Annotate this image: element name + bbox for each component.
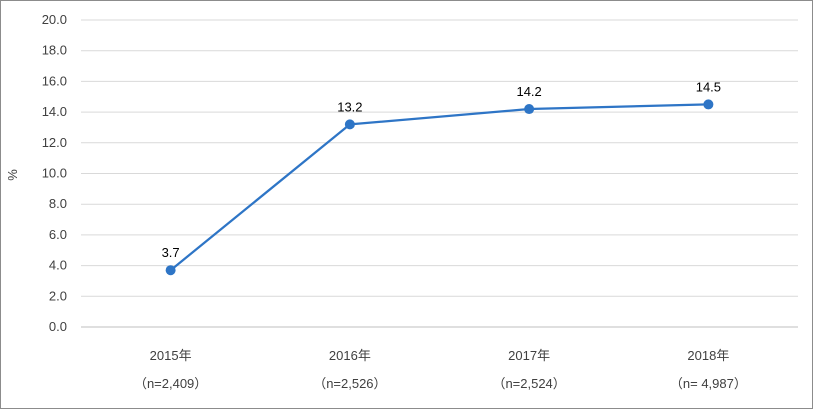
x-tick-note: （n=2,409）: [134, 376, 207, 391]
x-axis-ticks: 2015年 （n=2,409） 2016年 （n=2,526） 2017年 （n=2,52…: [134, 348, 747, 391]
data-label: 14.2: [516, 84, 541, 99]
y-tick-label: 0.0: [49, 319, 67, 334]
gridlines: [81, 19, 798, 328]
y-tick-label: 2.0: [49, 288, 67, 303]
y-tick-label: 4.0: [49, 258, 67, 273]
y-tick-label: 14.0: [42, 104, 67, 119]
y-tick-label: 16.0: [42, 73, 67, 88]
data-label: 3.7: [162, 245, 180, 260]
y-axis-ticks: 0.0 2.0 4.0 6.0 8.0 10.0 12.0 14.0 16.0 18.0 20.0: [42, 12, 67, 334]
data-label: 14.5: [696, 79, 721, 94]
data-labels: 3.7 13.2 14.2 14.5: [162, 79, 721, 260]
data-point-marker: [344, 119, 355, 130]
data-point-marker: [703, 99, 714, 110]
y-tick-label: 6.0: [49, 227, 67, 242]
y-tick-label: 18.0: [42, 43, 67, 58]
data-point-marker: [524, 104, 535, 115]
y-axis-label: %: [5, 169, 20, 181]
x-tick-label: 2015年: [150, 348, 192, 363]
x-tick-label: 2016年: [329, 348, 371, 363]
y-tick-label: 20.0: [42, 12, 67, 27]
x-tick-label: 2018年: [687, 348, 729, 363]
series-line-path: [169, 103, 709, 272]
y-tick-label: 8.0: [49, 196, 67, 211]
data-label: 13.2: [337, 99, 362, 114]
y-tick-label: 12.0: [42, 135, 67, 150]
data-point-marker: [165, 265, 176, 276]
y-tick-label: 10.0: [42, 166, 67, 181]
x-tick-label: 2017年: [508, 348, 550, 363]
x-tick-note: （n= 4,987）: [670, 376, 747, 391]
x-tick-note: （n=2,524）: [492, 376, 565, 391]
x-tick-note: （n=2,526）: [313, 376, 386, 391]
series-line: [165, 99, 714, 276]
